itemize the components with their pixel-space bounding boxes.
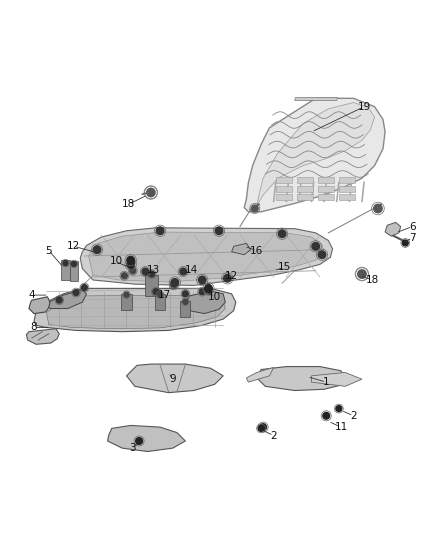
Circle shape	[224, 274, 231, 282]
Circle shape	[158, 292, 162, 297]
Text: 1: 1	[323, 377, 329, 387]
Circle shape	[171, 282, 177, 288]
Bar	[339, 186, 355, 192]
Bar	[318, 194, 334, 200]
Text: 17: 17	[158, 290, 171, 300]
Polygon shape	[232, 244, 251, 255]
Circle shape	[130, 268, 136, 273]
Text: 7: 7	[409, 233, 416, 243]
Circle shape	[336, 406, 342, 411]
Polygon shape	[385, 222, 401, 236]
Bar	[276, 186, 292, 192]
Text: 2: 2	[350, 411, 357, 421]
Text: 10: 10	[110, 256, 123, 266]
Circle shape	[63, 261, 68, 265]
Circle shape	[124, 292, 129, 297]
Circle shape	[73, 289, 79, 295]
Bar	[276, 177, 292, 183]
Polygon shape	[29, 297, 50, 313]
Bar	[297, 186, 313, 192]
Bar	[145, 275, 158, 296]
Text: 18: 18	[122, 199, 135, 209]
Polygon shape	[127, 364, 223, 393]
Circle shape	[156, 227, 164, 235]
Circle shape	[71, 262, 77, 266]
Bar	[61, 260, 70, 280]
Circle shape	[205, 285, 212, 292]
Bar	[155, 294, 165, 310]
Bar	[318, 186, 334, 192]
Text: 11: 11	[334, 422, 348, 432]
Circle shape	[318, 251, 326, 259]
Text: 10: 10	[208, 292, 221, 302]
Polygon shape	[34, 288, 236, 332]
Polygon shape	[88, 232, 324, 282]
Text: 9: 9	[170, 374, 176, 384]
Polygon shape	[45, 289, 87, 309]
Text: 18: 18	[366, 275, 379, 285]
Circle shape	[403, 240, 408, 246]
Bar	[70, 261, 78, 281]
Polygon shape	[244, 98, 385, 212]
Polygon shape	[108, 425, 185, 451]
Circle shape	[147, 188, 155, 197]
Circle shape	[312, 243, 319, 250]
Text: 12: 12	[67, 241, 81, 252]
Polygon shape	[246, 367, 274, 382]
Bar	[318, 177, 334, 183]
Bar	[276, 194, 292, 200]
Circle shape	[374, 204, 382, 213]
Circle shape	[142, 268, 149, 275]
Circle shape	[215, 227, 223, 235]
Text: 12: 12	[225, 271, 238, 281]
Polygon shape	[80, 228, 332, 286]
Bar	[339, 177, 355, 183]
Text: 3: 3	[130, 443, 136, 453]
Circle shape	[149, 271, 155, 277]
Bar	[297, 194, 313, 200]
Circle shape	[258, 425, 264, 431]
Circle shape	[81, 285, 88, 290]
Text: 2: 2	[270, 431, 277, 441]
Circle shape	[182, 291, 188, 297]
Circle shape	[93, 246, 101, 254]
Circle shape	[260, 424, 266, 431]
Text: 4: 4	[28, 290, 35, 300]
Circle shape	[199, 289, 205, 295]
Polygon shape	[26, 329, 59, 344]
Circle shape	[171, 279, 179, 286]
Circle shape	[183, 300, 188, 304]
Circle shape	[136, 438, 142, 445]
Polygon shape	[185, 291, 225, 313]
Polygon shape	[46, 295, 225, 329]
Text: 8: 8	[31, 322, 37, 333]
Bar	[297, 177, 313, 183]
Polygon shape	[311, 373, 362, 386]
Circle shape	[323, 413, 329, 419]
Polygon shape	[257, 367, 345, 391]
Text: 6: 6	[409, 222, 416, 231]
Circle shape	[180, 268, 187, 275]
Circle shape	[56, 297, 62, 303]
Text: 14: 14	[185, 265, 198, 275]
Bar	[339, 194, 355, 200]
Polygon shape	[295, 98, 338, 100]
Circle shape	[198, 276, 206, 284]
Circle shape	[205, 288, 212, 294]
Circle shape	[278, 230, 286, 238]
Text: 15: 15	[278, 262, 291, 272]
Text: 19: 19	[357, 102, 371, 112]
Circle shape	[153, 289, 159, 295]
Text: 16: 16	[250, 246, 264, 255]
Circle shape	[127, 256, 134, 264]
Text: 5: 5	[46, 246, 52, 255]
Text: 13: 13	[147, 265, 160, 275]
Circle shape	[121, 273, 127, 279]
Circle shape	[127, 261, 134, 268]
Circle shape	[251, 205, 258, 212]
Bar	[121, 294, 131, 310]
Polygon shape	[257, 102, 374, 206]
Circle shape	[358, 270, 366, 278]
Bar	[180, 301, 191, 317]
